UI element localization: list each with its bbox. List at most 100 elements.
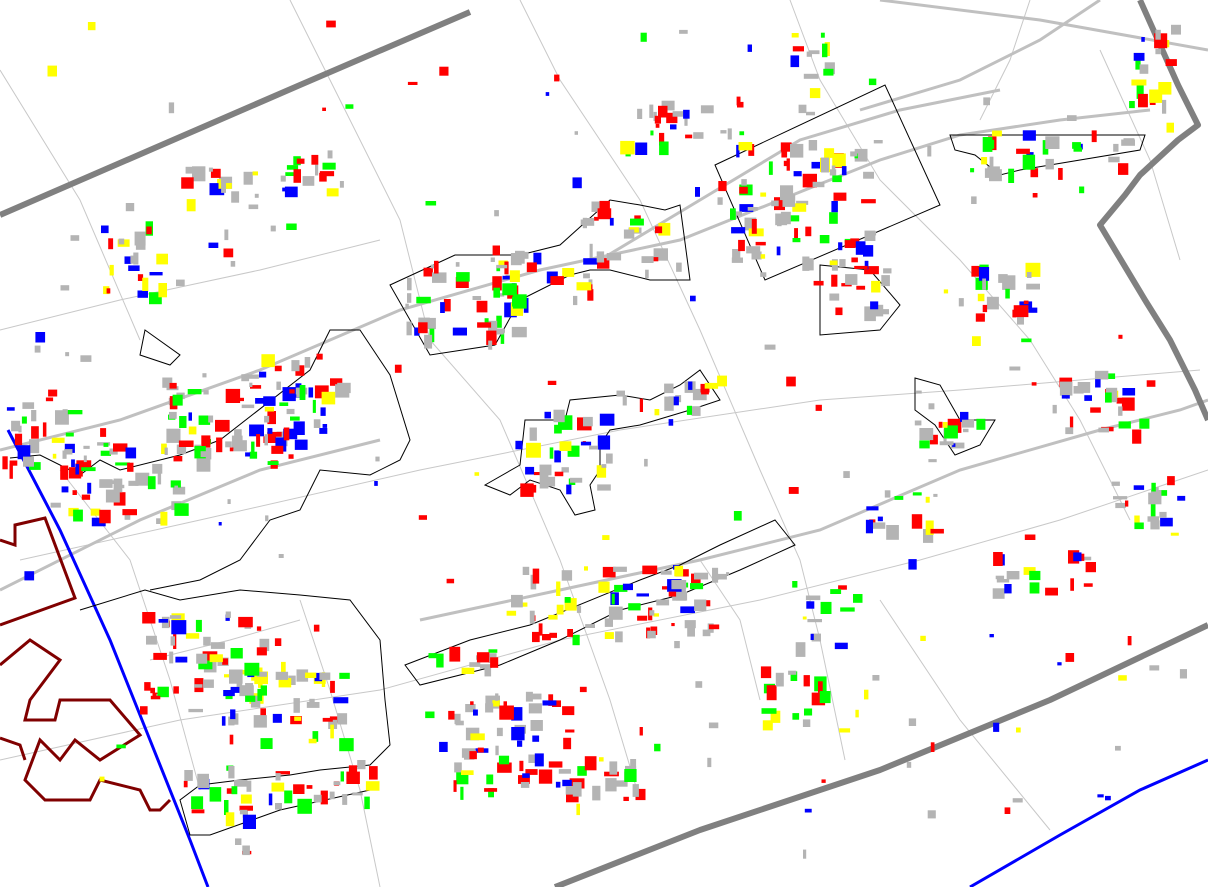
parcel-block xyxy=(1123,138,1135,146)
parcel-block xyxy=(288,675,296,685)
parcel-block xyxy=(439,741,448,752)
parcel-block xyxy=(257,688,263,701)
parcel-block xyxy=(914,420,922,426)
parcel-block xyxy=(306,785,313,789)
parcel-block xyxy=(1111,481,1120,486)
parcel-block xyxy=(788,487,799,494)
parcel-block xyxy=(871,280,881,293)
parcel-block xyxy=(674,641,680,649)
parcel-block xyxy=(1057,662,1062,666)
parcel-block xyxy=(18,425,22,433)
parcel-block xyxy=(407,81,418,85)
parcel-block xyxy=(290,416,300,421)
parcel-block xyxy=(176,444,187,455)
parcel-block xyxy=(162,377,173,388)
parcel-block xyxy=(688,381,693,390)
parcel-block xyxy=(235,397,244,402)
parcel-block xyxy=(455,277,469,288)
parcel-block xyxy=(240,794,252,804)
parcel-block xyxy=(286,223,297,230)
parcel-block xyxy=(470,733,485,741)
parcel-block xyxy=(225,441,232,448)
parcel-block xyxy=(454,762,462,773)
parcel-block xyxy=(726,572,730,576)
parcel-block xyxy=(736,144,740,158)
parcel-block xyxy=(655,123,660,128)
parcel-block xyxy=(586,218,595,226)
parcel-block xyxy=(1026,272,1032,278)
parcel-block xyxy=(259,638,270,652)
parcel-block xyxy=(125,447,137,459)
parcel-block xyxy=(169,615,182,619)
parcel-block xyxy=(615,780,628,787)
parcel-block xyxy=(216,437,223,453)
parcel-block xyxy=(226,788,235,794)
parcel-block xyxy=(311,154,319,165)
parcel-block xyxy=(241,374,250,382)
parcel-block xyxy=(640,32,647,42)
parcel-block xyxy=(9,464,13,479)
parcel-block xyxy=(150,687,155,694)
parcel-block xyxy=(492,700,500,707)
parcel-block xyxy=(142,277,149,291)
parcel-block xyxy=(1032,193,1038,198)
parcel-block xyxy=(523,251,529,259)
parcel-block xyxy=(783,160,787,167)
parcel-block xyxy=(591,201,604,212)
parcel-block xyxy=(198,658,213,670)
parcel-block xyxy=(829,212,838,224)
parcel-block xyxy=(275,771,290,775)
parcel-block xyxy=(434,260,439,274)
parcel-block xyxy=(1136,83,1144,99)
parcel-block xyxy=(309,698,315,704)
parcel-block xyxy=(246,780,252,792)
parcel-block xyxy=(525,769,538,775)
parcel-block xyxy=(563,737,572,750)
parcel-block xyxy=(894,496,904,500)
parcel-block xyxy=(648,257,659,262)
parcel-block xyxy=(872,675,880,681)
parcel-block xyxy=(185,166,197,174)
parcel-block xyxy=(982,304,988,313)
parcel-block xyxy=(251,441,255,456)
parcel-block xyxy=(526,442,541,458)
parcel-block xyxy=(156,253,168,265)
parcel-block xyxy=(477,322,492,328)
parcel-block xyxy=(952,443,956,447)
parcel-block xyxy=(1029,570,1041,581)
parcel-block xyxy=(805,226,812,237)
parcel-block xyxy=(824,62,835,75)
parcel-block xyxy=(1022,154,1036,170)
parcel-block xyxy=(492,276,502,291)
parcel-block xyxy=(1095,379,1101,388)
parcel-block xyxy=(256,671,268,677)
parcel-block xyxy=(718,181,727,192)
parcel-block xyxy=(771,200,779,207)
parcel-block xyxy=(597,435,611,450)
parcel-block xyxy=(512,294,527,309)
parcel-block xyxy=(989,634,994,638)
parcel-block xyxy=(829,169,837,176)
parcel-block xyxy=(659,141,669,156)
parcel-block xyxy=(565,786,575,795)
parcel-block xyxy=(732,249,741,261)
parcel-block xyxy=(775,672,784,687)
parcel-block xyxy=(188,426,197,435)
parcel-block xyxy=(87,22,96,31)
parcel-block xyxy=(850,151,858,157)
parcel-block xyxy=(340,771,344,782)
parcel-block xyxy=(865,519,873,534)
blue-boundary xyxy=(6,429,1208,887)
parcel-block xyxy=(532,631,540,643)
parcel-block xyxy=(786,158,790,171)
parcel-block xyxy=(109,264,114,276)
parcel-block xyxy=(233,440,247,452)
parcel-block xyxy=(916,390,922,394)
parcel-block xyxy=(1030,168,1039,178)
parcel-block xyxy=(958,298,964,307)
parcel-block xyxy=(330,724,334,739)
parcel-block xyxy=(170,636,175,646)
parcel-block xyxy=(614,584,628,592)
parcel-block xyxy=(864,306,876,322)
